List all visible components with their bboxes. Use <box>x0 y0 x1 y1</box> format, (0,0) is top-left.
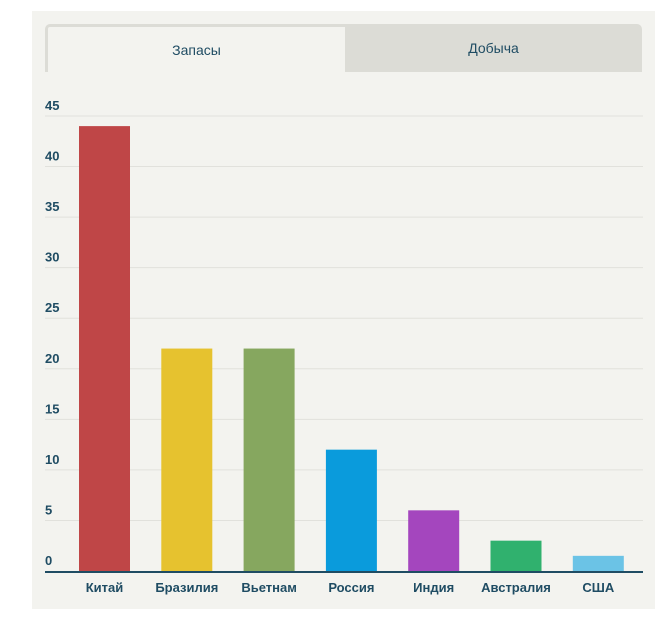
y-tick-label: 20 <box>45 351 59 366</box>
y-tick-label: 40 <box>45 149 59 164</box>
y-tick-label: 30 <box>45 250 59 265</box>
bar-5[interactable] <box>490 540 542 571</box>
tab-bar: Запасы Добыча <box>45 24 642 72</box>
y-axis-ticks: 0 5 10 15 20 25 30 35 40 45 <box>45 98 59 568</box>
bar-3[interactable] <box>325 449 377 571</box>
y-tick-label: 45 <box>45 98 59 113</box>
y-tick-label: 25 <box>45 300 59 315</box>
x-tick-label: Бразилия <box>155 580 218 595</box>
y-tick-label: 0 <box>45 553 52 568</box>
x-tick-label: Китай <box>86 580 124 595</box>
x-tick-label: Австралия <box>481 580 551 595</box>
bar-2[interactable] <box>243 348 295 571</box>
x-tick-label: Индия <box>413 580 454 595</box>
bar-6[interactable] <box>572 555 624 571</box>
tab-production[interactable]: Добыча <box>345 24 642 72</box>
y-tick-label: 35 <box>45 199 59 214</box>
y-tick-label: 5 <box>45 502 52 517</box>
bar-0[interactable] <box>79 126 130 571</box>
x-axis-labels: Китай Бразилия Вьетнам Россия Индия Австралия… <box>86 580 615 595</box>
y-tick-label: 15 <box>45 401 59 416</box>
y-tick-label: 10 <box>45 452 59 467</box>
bar-4[interactable] <box>408 510 460 571</box>
bars <box>79 126 624 571</box>
x-tick-label: США <box>582 580 614 595</box>
bar-1[interactable] <box>161 348 213 571</box>
tab-reserves[interactable]: Запасы <box>45 24 345 72</box>
x-tick-label: Россия <box>328 580 374 595</box>
x-tick-label: Вьетнам <box>241 580 297 595</box>
